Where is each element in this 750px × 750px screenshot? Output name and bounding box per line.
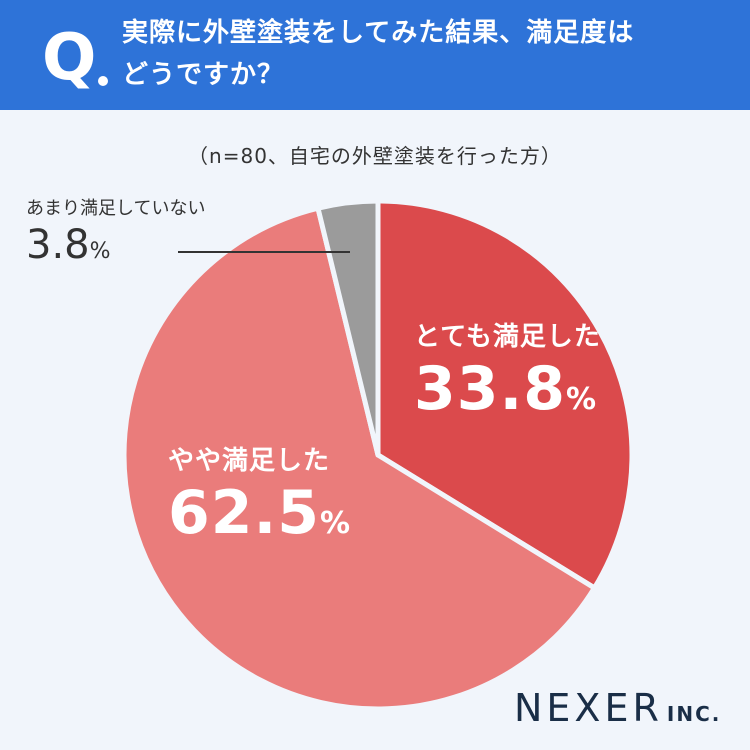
- sample-note: （n=80、自宅の外壁塗装を行った方）: [188, 144, 562, 168]
- label-somewhat-satisfied-category: やや満足した: [168, 446, 331, 476]
- question-badge: Q: [32, 20, 116, 104]
- label-very-satisfied-value: 33.8%: [414, 354, 601, 435]
- label-not-satisfied-value: 3.8%: [26, 222, 205, 275]
- company-logo-sub: INC.: [666, 702, 722, 726]
- label-somewhat-satisfied: やや満足した 62.5%: [168, 444, 351, 559]
- label-somewhat-satisfied-number: 62.5: [168, 478, 321, 548]
- label-very-satisfied-category: とても満足した: [414, 322, 601, 352]
- header-bar: Q 実際に外壁塗装をしてみた結果、満足度は どうですか？: [0, 0, 750, 110]
- question-title: 実際に外壁塗装をしてみた結果、満足度は どうですか？: [122, 12, 732, 96]
- label-not-satisfied-category: あまり満足していない: [26, 198, 206, 219]
- label-not-satisfied-unit: %: [89, 239, 111, 264]
- label-somewhat-satisfied-unit: %: [320, 506, 352, 541]
- label-somewhat-satisfied-value: 62.5%: [168, 478, 351, 559]
- slice-somewhat-satisfied: [121, 205, 597, 712]
- question-title-line1: 実際に外壁塗装をしてみた結果、満足度は: [122, 18, 635, 48]
- question-letter: Q: [42, 21, 97, 95]
- company-logo: NEXER INC.: [514, 686, 721, 730]
- label-very-satisfied-number: 33.8: [414, 354, 567, 424]
- company-logo-main: NEXER: [514, 686, 663, 730]
- label-very-satisfied: とても満足した 33.8%: [414, 320, 601, 435]
- question-title-line2: どうですか？: [122, 60, 285, 90]
- label-not-satisfied-number: 3.8: [26, 222, 90, 268]
- label-not-satisfied: あまり満足していない 3.8%: [26, 196, 205, 275]
- slice-not-satisfied: [315, 198, 381, 458]
- leader-line: [178, 251, 350, 253]
- label-very-satisfied-unit: %: [566, 382, 598, 417]
- question-dot: [98, 76, 108, 86]
